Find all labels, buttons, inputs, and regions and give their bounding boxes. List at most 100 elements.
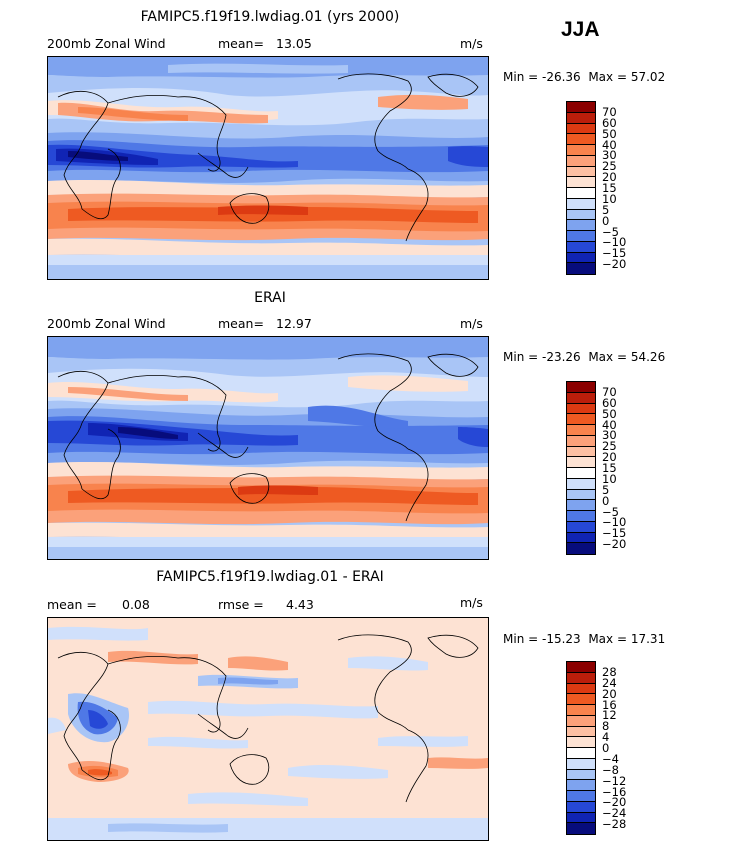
colorbar-tick-label: 70: [602, 104, 617, 119]
colorbar-swatch: [567, 748, 595, 759]
colorbar-tick-label: −8: [602, 762, 619, 777]
colorbar-swatch: [567, 683, 595, 695]
panel3-rmse-label: rmse =: [218, 597, 264, 612]
colorbar-swatch: [567, 145, 595, 156]
colorbar-tick-label: 50: [602, 406, 617, 421]
colorbar-swatch: [567, 801, 595, 813]
colorbar-tick-label: 30: [602, 428, 617, 443]
colorbar-swatch: [567, 166, 595, 178]
colorbar-swatch: [567, 198, 595, 210]
colorbar-swatch: [567, 155, 595, 167]
colorbar-swatch: [567, 500, 595, 511]
colorbar-tick-label: 0: [602, 741, 610, 755]
panel2-title: ERAI: [254, 290, 286, 306]
panel1-mean-label: mean=: [218, 36, 264, 51]
colorbar-swatch: [567, 457, 595, 468]
panel1-min-value: -26.36: [542, 70, 581, 84]
colorbar-tick-label: −15: [602, 526, 627, 541]
colorbar-swatch: [567, 812, 595, 824]
colorbar-tick-label: −4: [602, 751, 619, 766]
colorbar-tick-label: −10: [602, 235, 627, 250]
colorbar-swatch: [567, 252, 595, 264]
colorbar-swatch: [567, 102, 595, 113]
colorbar-tick-label: −10: [602, 515, 627, 530]
colorbar-swatch: [567, 241, 595, 253]
panel3-max-label: Max =: [588, 632, 628, 646]
colorbar-tick-label: 60: [602, 395, 617, 410]
panel2-mean-value: 12.97: [276, 316, 312, 331]
panel3-rmse-value: 4.43: [286, 597, 314, 612]
colorbar-tick-label: 16: [602, 697, 617, 712]
colorbar-swatch: [567, 435, 595, 447]
colorbar-tick-label: 50: [602, 126, 617, 141]
panel3-map-field: [48, 618, 488, 840]
colorbar-tick-label: −15: [602, 246, 627, 261]
colorbar-swatch: [567, 188, 595, 199]
panel3-min-value: -15.23: [542, 632, 581, 646]
panel3-colorbar: [566, 661, 596, 835]
colorbar-tick-label: 5: [602, 482, 610, 497]
colorbar-tick-label: −12: [602, 773, 627, 788]
colorbar-tick-label: 24: [602, 675, 617, 690]
colorbar-swatch: [567, 705, 595, 716]
colorbar-tick-label: 12: [602, 708, 617, 723]
panel2-map: [47, 336, 489, 560]
colorbar-swatch: [567, 543, 595, 554]
colorbar-tick-label: 30: [602, 148, 617, 163]
colorbar-tick-label: 40: [602, 417, 617, 432]
colorbar-swatch: [567, 220, 595, 231]
colorbar-swatch: [567, 123, 595, 135]
colorbar-tick-label: 20: [602, 170, 617, 185]
colorbar-tick-label: 15: [602, 181, 617, 195]
colorbar-tick-label: −16: [602, 784, 627, 799]
colorbar-tick-label: −20: [602, 257, 627, 272]
colorbar-swatch: [567, 521, 595, 533]
panel2-map-field: [48, 337, 488, 559]
colorbar-swatch: [567, 231, 595, 242]
colorbar-swatch: [567, 489, 595, 501]
colorbar-tick-label: 5: [602, 202, 610, 217]
panel2-field-label: 200mb Zonal Wind: [47, 316, 166, 331]
panel1-mean-value: 13.05: [276, 36, 312, 51]
panel3-mean-label: mean =: [47, 597, 97, 612]
colorbar-swatch: [567, 112, 595, 124]
panel2-mean-label: mean=: [218, 316, 264, 331]
colorbar-tick-label: 15: [602, 461, 617, 475]
colorbar-tick-label: −20: [602, 537, 627, 552]
panel1-units: m/s: [460, 36, 483, 51]
colorbar-swatch: [567, 177, 595, 188]
colorbar-swatch: [567, 780, 595, 791]
colorbar-tick-label: 70: [602, 384, 617, 399]
panel2-min-label: Min =: [503, 350, 539, 364]
panel1-minmax: Min = -26.36 Max = 57.02: [503, 70, 665, 84]
panel3-units: m/s: [460, 595, 483, 610]
panel1-max-label: Max =: [588, 70, 628, 84]
colorbar-tick-label: 25: [602, 159, 617, 174]
colorbar-swatch: [567, 715, 595, 727]
colorbar-tick-label: −5: [602, 224, 619, 239]
colorbar-swatch: [567, 425, 595, 436]
panel2-min-value: -23.26: [542, 350, 581, 364]
panel2-max-value: 54.26: [630, 350, 666, 364]
colorbar-tick-label: 20: [602, 450, 617, 465]
season-label: JJA: [561, 18, 600, 41]
colorbar-swatch: [567, 414, 595, 425]
colorbar-tick-label: −24: [602, 806, 627, 821]
colorbar-swatch: [567, 737, 595, 748]
panel1-max-value: 57.02: [630, 70, 666, 84]
colorbar-swatch: [567, 791, 595, 802]
colorbar-tick-label: 0: [602, 493, 610, 508]
panel1-colorbar: [566, 101, 596, 275]
panel1-map-field: [48, 57, 488, 279]
colorbar-swatch: [567, 662, 595, 673]
colorbar-tick-label: 4: [602, 730, 610, 745]
panel3-title: FAMIPC5.f19f19.lwdiag.01 - ERAI: [156, 569, 384, 585]
colorbar-swatch: [567, 758, 595, 770]
panel1-min-label: Min =: [503, 70, 539, 84]
colorbar-tick-label: 20: [602, 686, 617, 701]
panel2-minmax: Min = -23.26 Max = 54.26: [503, 350, 665, 364]
colorbar-swatch: [567, 468, 595, 479]
colorbar-swatch: [567, 134, 595, 145]
colorbar-swatch: [567, 769, 595, 781]
colorbar-swatch: [567, 382, 595, 393]
